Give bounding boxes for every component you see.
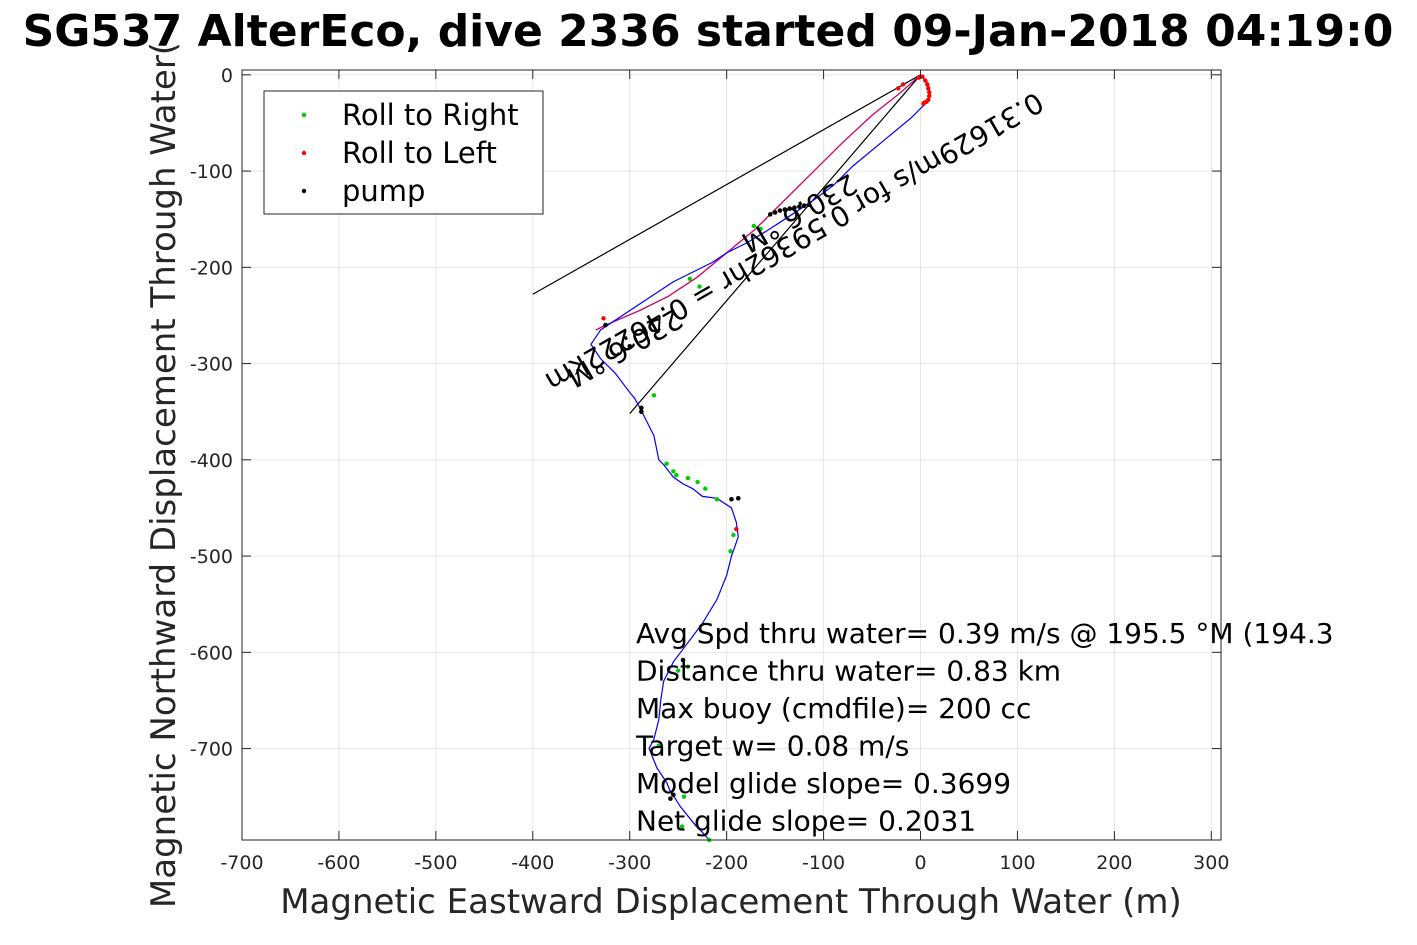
pump-point xyxy=(801,203,807,209)
x-tick-label: -200 xyxy=(705,852,748,874)
roll-left-point xyxy=(921,101,926,106)
pump-point xyxy=(639,409,644,414)
legend-marker xyxy=(301,150,307,156)
y-axis-label: Magnetic Northward Displacement Through … xyxy=(144,42,184,908)
roll-left-point xyxy=(896,86,901,91)
pump-point xyxy=(797,204,802,209)
x-tick-label: 200 xyxy=(1096,852,1132,874)
stats-text-block: Avg Spd thru water= 0.39 m/s @ 195.5 °M … xyxy=(635,617,1334,838)
roll-left-point xyxy=(916,75,921,80)
y-tick-label: -200 xyxy=(190,257,233,279)
roll-right-point xyxy=(703,486,708,491)
pump-point xyxy=(792,205,797,210)
x-tick-label: -300 xyxy=(608,852,651,874)
roll-right-point xyxy=(685,475,691,481)
x-tick-label: -700 xyxy=(220,852,263,874)
x-axis-label: Magnetic Eastward Displacement Through W… xyxy=(280,882,1182,922)
axes xyxy=(241,69,1222,841)
heading-cone-line xyxy=(629,74,921,415)
roll-left-point xyxy=(925,82,930,87)
plot-frame xyxy=(241,69,1222,841)
pump-point xyxy=(603,322,608,328)
roll-right-point xyxy=(751,223,756,229)
legend-marker xyxy=(301,112,307,118)
roll-right-point xyxy=(664,461,669,466)
pump-point xyxy=(627,343,633,349)
x-tick-label: -100 xyxy=(802,852,845,874)
pump-point xyxy=(639,405,644,411)
pump-point xyxy=(735,496,741,501)
roll-right-point xyxy=(697,284,702,289)
x-tick-label: -400 xyxy=(511,852,554,874)
stat-line: Max buoy (cmdfile)= 200 cc xyxy=(636,692,1031,725)
plot-points xyxy=(601,74,932,843)
pump-point xyxy=(767,212,773,217)
glider-track-line xyxy=(590,74,931,841)
y-tick-label: -600 xyxy=(190,642,233,664)
roll-left-point xyxy=(900,82,906,87)
roll-right-point xyxy=(656,743,662,748)
x-tick-label: 300 xyxy=(1193,852,1229,874)
pump-point xyxy=(772,210,778,215)
pump-point xyxy=(680,657,686,663)
roll-right-point xyxy=(687,276,693,282)
stat-line: Distance thru water= 0.83 km xyxy=(636,655,1061,688)
stat-line: Model glide slope= 0.3699 xyxy=(636,767,1011,800)
legend-label: Roll to Right xyxy=(342,98,519,132)
roll-left-point xyxy=(926,86,931,91)
roll-left-point xyxy=(927,89,932,95)
roll-left-point xyxy=(734,526,739,532)
legend-label: Roll to Left xyxy=(342,136,497,170)
plot-traces xyxy=(532,74,931,841)
y-tick-label: -400 xyxy=(190,450,233,472)
roll-left-point xyxy=(927,93,932,99)
y-tick-label: -100 xyxy=(190,161,233,183)
x-tick-label: 0 xyxy=(914,852,926,874)
roll-right-point xyxy=(675,668,681,673)
legend-box xyxy=(263,90,544,215)
legend-label: pump xyxy=(342,174,425,208)
x-tick-label: -500 xyxy=(414,852,457,874)
pump-point xyxy=(668,796,673,801)
annotations: 230.6 °M0.31629m/s for 0.59362hr = 0.462… xyxy=(540,85,1049,398)
y-tick-label: -300 xyxy=(190,354,233,376)
y-tick-label: 0 xyxy=(221,65,233,87)
legend-marker xyxy=(301,188,307,194)
pump-point xyxy=(777,208,783,213)
roll-left-point xyxy=(923,78,928,83)
stat-line: Net glide slope= 0.2031 xyxy=(636,805,976,838)
pump-point xyxy=(782,207,788,212)
roll-left-point xyxy=(920,74,925,79)
stat-line: Avg Spd thru water= 0.39 m/s @ 195.5 °M … xyxy=(636,617,1334,650)
roll-right-point xyxy=(671,469,676,474)
roll-right-point xyxy=(731,532,736,538)
roll-right-point xyxy=(651,393,657,398)
roll-right-point xyxy=(679,824,685,829)
y-tick-label: -500 xyxy=(190,546,233,568)
magnetic-track-line xyxy=(595,74,921,331)
roll-right-point xyxy=(728,549,733,554)
roll-right-point xyxy=(714,497,720,502)
y-tick-label: -700 xyxy=(190,739,233,761)
roll-right-point xyxy=(685,664,691,669)
roll-right-point xyxy=(695,479,700,485)
pump-point xyxy=(806,202,812,208)
roll-right-point xyxy=(758,226,763,232)
pump-point xyxy=(729,496,734,502)
x-tick-label: -600 xyxy=(317,852,360,874)
tick-labels: -700 -600 -500 -400 -300 -200 -100 0 100 200 300 0 -… xyxy=(190,65,1230,874)
roll-left-point xyxy=(601,316,606,321)
legend: Roll to Right Roll to Left pump xyxy=(263,90,544,215)
heading-cone-line xyxy=(532,74,921,295)
pump-point xyxy=(671,792,676,798)
roll-right-point xyxy=(681,794,687,799)
roll-right-point xyxy=(674,473,679,478)
stat-line: Target w= 0.08 m/s xyxy=(635,730,909,763)
x-tick-label: 100 xyxy=(999,852,1035,874)
pump-point xyxy=(787,206,792,211)
chart-title: SG537 AlterEco, dive 2336 started 09-Jan… xyxy=(23,6,1394,57)
